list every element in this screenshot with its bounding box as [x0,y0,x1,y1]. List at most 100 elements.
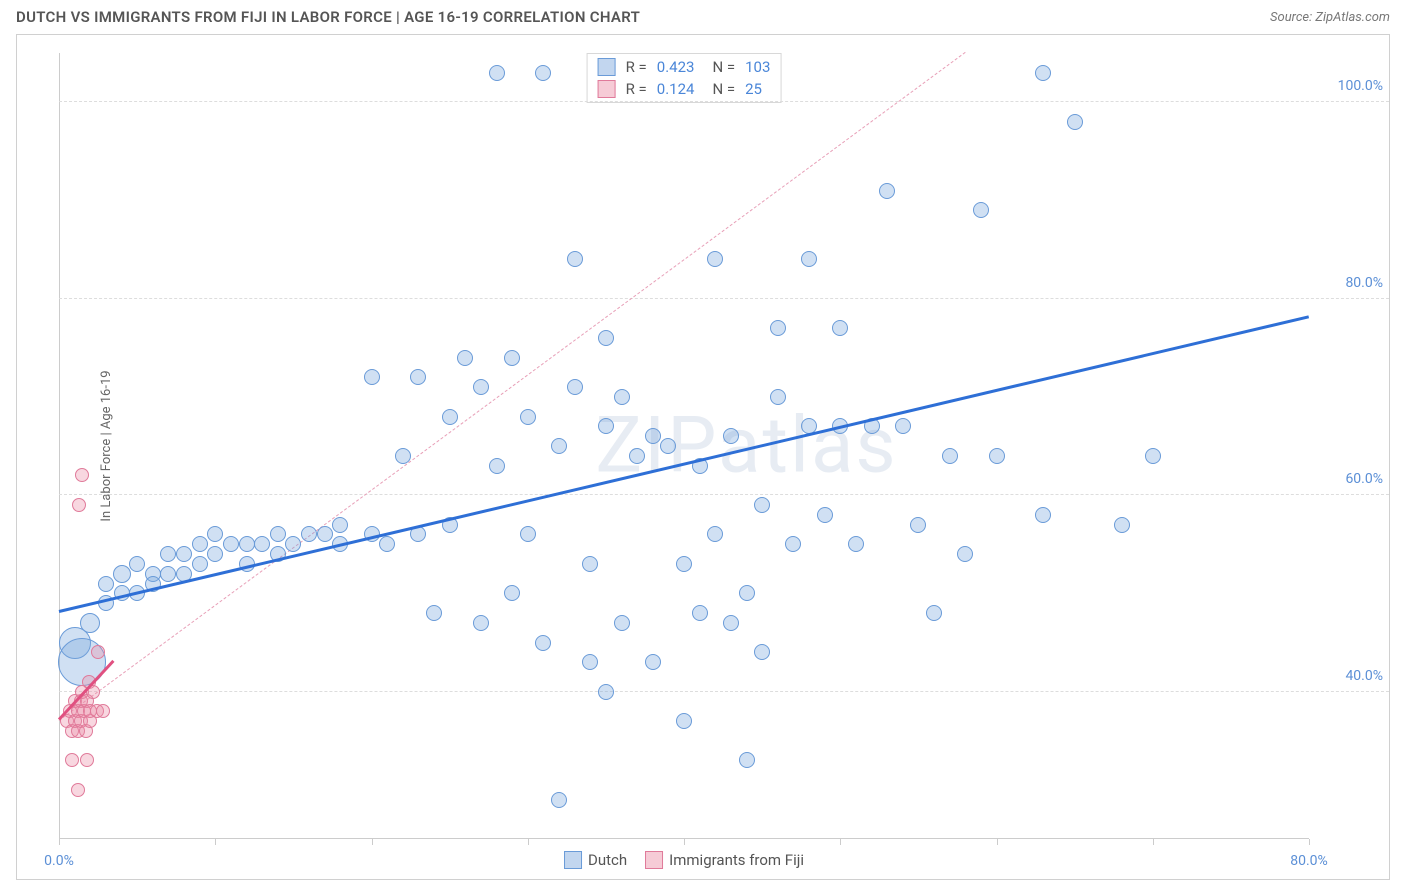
data-point [160,566,176,582]
data-point [629,448,645,464]
data-point [707,526,723,542]
data-point [364,369,380,385]
data-point [1114,517,1130,533]
data-point [989,448,1005,464]
chart-container: In Labor Force | Age 16-19 ZIPatlas R = … [16,34,1390,880]
data-point [614,389,630,405]
data-point [223,536,239,552]
data-point [65,753,79,767]
data-point [332,517,348,533]
legend-r-value: 0.423 [657,58,695,76]
data-point [473,379,489,395]
data-point [520,526,536,542]
data-point [614,615,630,631]
data-point [926,605,942,621]
x-tick [528,839,529,845]
data-point [785,536,801,552]
data-point [75,468,89,482]
data-point [504,585,520,601]
legend-row: R = 0.124N = 25 [594,78,775,100]
x-tick [1309,839,1310,845]
data-point [770,389,786,405]
x-tick-label: 0.0% [44,853,74,869]
data-point [582,654,598,670]
data-point [254,536,270,552]
data-point [739,585,755,601]
x-tick [1153,839,1154,845]
data-point [645,654,661,670]
data-point [754,644,770,660]
series-legend-label: Immigrants from Fiji [669,851,804,869]
data-point [739,752,755,768]
data-point [207,546,223,562]
data-point [567,251,583,267]
data-point [770,320,786,336]
x-tick [59,839,60,845]
data-point [895,418,911,434]
data-point [71,783,85,797]
gridline [59,101,1389,102]
series-legend-item: Immigrants from Fiji [645,851,804,869]
watermark: ZIPatlas [595,401,897,492]
legend-n-value: 103 [745,58,770,76]
data-point [801,251,817,267]
data-point [848,536,864,552]
data-point [113,565,131,583]
data-point [426,605,442,621]
data-point [551,438,567,454]
data-point [754,497,770,513]
data-point [520,409,536,425]
x-tick-label: 80.0% [1290,853,1328,869]
data-point [91,645,105,659]
series-legend-item: Dutch [564,851,627,869]
series-legend-label: Dutch [588,851,627,869]
legend-n-label: N = [712,58,735,76]
data-point [973,202,989,218]
data-point [160,546,176,562]
x-tick [215,839,216,845]
data-point [1067,114,1083,130]
legend-r-value: 0.124 [657,80,695,98]
data-point [301,526,317,542]
data-point [270,526,286,542]
data-point [676,556,692,572]
gridline [59,298,1389,299]
data-point [442,409,458,425]
data-point [832,320,848,336]
data-point [535,635,551,651]
data-point [598,684,614,700]
data-point [1035,65,1051,81]
data-point [129,556,145,572]
data-point [239,536,255,552]
data-point [582,556,598,572]
source-label: Source: ZipAtlas.com [1270,10,1390,25]
data-point [676,713,692,729]
data-point [285,536,301,552]
data-point [457,350,473,366]
data-point [80,753,94,767]
data-point [192,556,208,572]
data-point [176,546,192,562]
data-point [942,448,958,464]
data-point [567,379,583,395]
data-point [645,428,661,444]
data-point [192,536,208,552]
y-tick-label: 40.0% [1345,668,1383,684]
y-axis-label: In Labor Force | Age 16-19 [99,370,114,521]
data-point [207,526,223,542]
data-point [660,438,676,454]
legend-n-label: N = [712,80,735,98]
gridline [59,691,1389,692]
data-point [879,183,895,199]
x-tick [840,839,841,845]
data-point [489,458,505,474]
legend-r-label: R = [626,80,647,98]
data-point [707,251,723,267]
x-tick [997,839,998,845]
data-point [598,330,614,346]
data-point [80,613,100,633]
gridline [59,494,1389,495]
data-point [96,704,110,718]
data-point [723,615,739,631]
data-point [535,65,551,81]
